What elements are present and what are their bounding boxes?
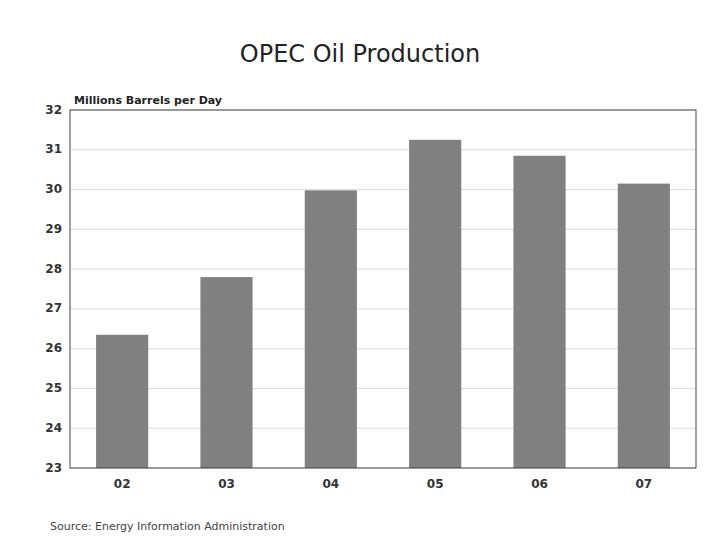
bar [200, 277, 252, 468]
bar [513, 156, 565, 468]
x-tick-label: 07 [635, 477, 652, 491]
x-tick-label: 05 [427, 477, 444, 491]
grid-line [70, 308, 696, 309]
grid-line [70, 229, 696, 230]
bar [305, 190, 357, 468]
y-tick-label: 26 [45, 341, 62, 355]
y-tick-label: 31 [45, 142, 62, 156]
y-axis-label: Millions Barrels per Day [74, 94, 222, 107]
x-tick-label: 03 [218, 477, 235, 491]
bar [96, 335, 148, 468]
y-tick-label: 29 [45, 222, 62, 236]
grid-line [70, 189, 696, 190]
source-note: Source: Energy Information Administratio… [50, 520, 285, 533]
x-tick-label: 06 [531, 477, 548, 491]
grid-line [70, 269, 696, 270]
bars [96, 140, 670, 468]
y-tick-label: 28 [45, 262, 62, 276]
y-tick-label: 23 [45, 461, 62, 475]
grid-line [70, 149, 696, 150]
x-axis: 02 03 04 05 06 07 [114, 477, 652, 491]
grid-line [70, 428, 696, 429]
grid-line [70, 348, 696, 349]
x-tick-label: 04 [322, 477, 339, 491]
bar [618, 184, 670, 468]
grid-line [70, 388, 696, 389]
bar [409, 140, 461, 468]
x-tick-label: 02 [114, 477, 131, 491]
chart-container: 23 24 25 26 27 28 29 30 31 32 02 03 04 05 06 07 Millions… [0, 0, 720, 540]
y-tick-label: 27 [45, 301, 62, 315]
y-tick-label: 25 [45, 381, 62, 395]
y-tick-label: 30 [45, 182, 62, 196]
plot-frame [70, 110, 696, 468]
y-tick-label: 24 [45, 421, 62, 435]
chart: 23 24 25 26 27 28 29 30 31 32 02 03 04 05 06 07 Millions… [0, 0, 720, 540]
y-tick-label: 32 [45, 103, 62, 117]
y-axis: 23 24 25 26 27 28 29 30 31 32 [45, 103, 62, 475]
grid [70, 110, 696, 468]
title: OPEC Oil Production [240, 40, 480, 68]
